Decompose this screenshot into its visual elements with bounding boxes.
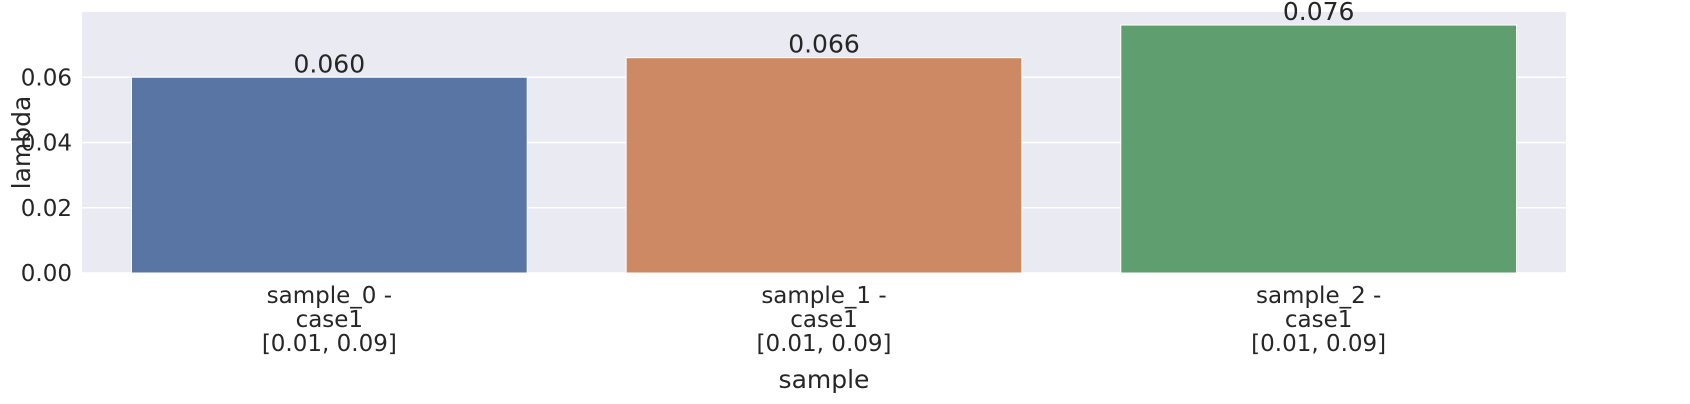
y-tick-label: 0.04 [21,131,72,157]
x-tick-label-line: [0.01, 0.09] [1251,331,1386,357]
y-tick-label: 0.02 [21,196,72,222]
bar [1120,24,1518,274]
x-tick-label: sample_0 -case1[0.01, 0.09] [262,283,397,357]
x-tick-label: sample_1 -case1[0.01, 0.09] [757,283,892,357]
x-axis-label: sample [779,365,870,394]
y-axis-label: lambda [7,96,36,190]
bar-value-label: 0.076 [1283,0,1355,26]
bar-value-label: 0.060 [294,49,366,78]
x-axis-ticks: sample_0 -case1[0.01, 0.09]sample_1 -cas… [262,283,1386,357]
bars [130,24,1518,274]
x-tick-label-line: sample_0 - [267,283,392,309]
bar [625,57,1023,274]
x-tick-label-line: sample_2 - [1256,283,1381,309]
y-axis-ticks: 0.00 0.02 0.04 0.06 [21,65,72,287]
bar [130,76,528,274]
x-tick-label-line: [0.01, 0.09] [262,331,397,357]
x-tick-label: sample_2 -case1[0.01, 0.09] [1251,283,1386,357]
bar-value-label: 0.066 [788,30,860,59]
x-tick-label-line: case1 [790,307,858,333]
x-tick-label-line: sample_1 - [761,283,886,309]
y-tick-label: 0.00 [21,261,72,287]
x-tick-label-line: case1 [296,307,364,333]
y-tick-label: 0.06 [21,65,72,91]
x-tick-label-line: case1 [1285,307,1353,333]
x-tick-label-line: [0.01, 0.09] [757,331,892,357]
bar-value-labels: 0.060 0.066 0.076 [294,0,1355,78]
